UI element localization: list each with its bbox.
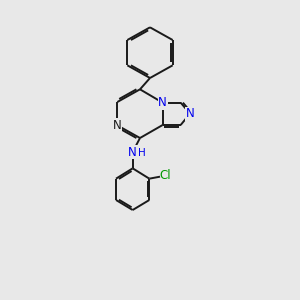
- Text: N: N: [158, 96, 167, 109]
- Text: Cl: Cl: [160, 169, 171, 182]
- Text: N: N: [186, 107, 194, 120]
- Text: N: N: [113, 119, 122, 132]
- Text: H: H: [138, 148, 146, 158]
- Text: N: N: [128, 146, 137, 158]
